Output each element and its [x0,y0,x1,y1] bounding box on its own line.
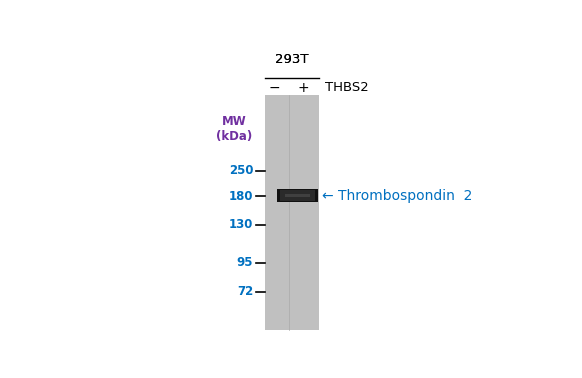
Bar [278,189,318,203]
Text: 293T: 293T [275,53,309,66]
Text: −: − [268,81,280,95]
Bar [285,194,310,197]
Text: 130: 130 [229,218,253,231]
Text: ← Thrombospondin  2: ← Thrombospondin 2 [322,189,473,203]
Text: 72: 72 [237,285,253,298]
Bar [281,190,314,201]
Text: MW
(kDa): MW (kDa) [216,115,252,143]
Text: 95: 95 [237,256,253,269]
Text: 293T: 293T [275,53,309,66]
Text: 250: 250 [229,164,253,177]
Bar [265,95,319,330]
Text: THBS2: THBS2 [325,81,368,94]
Text: +: + [298,81,310,95]
Text: 180: 180 [229,190,253,203]
